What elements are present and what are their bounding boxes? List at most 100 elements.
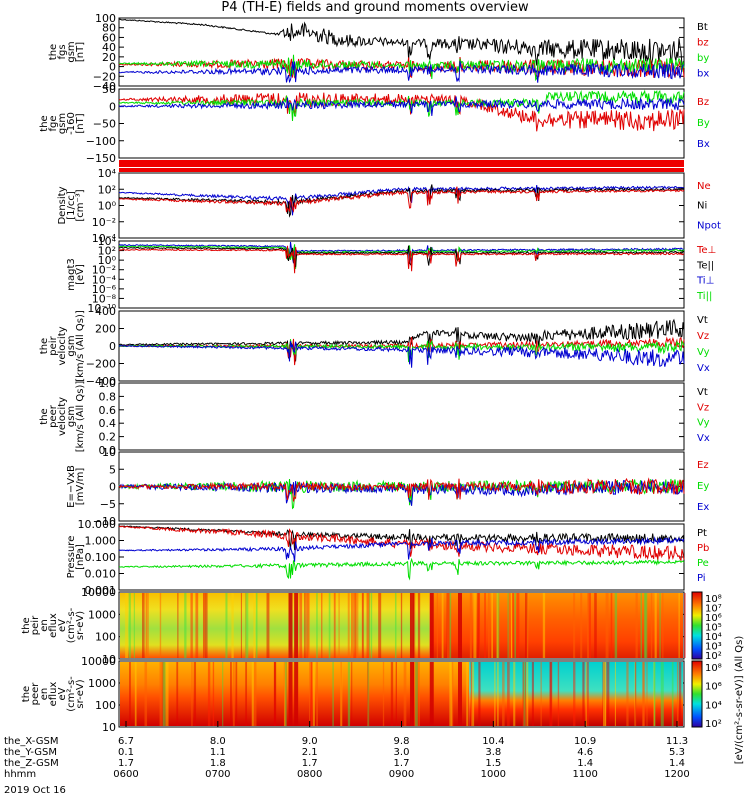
- legend-peir_v-Vz: Vz: [697, 331, 709, 342]
- spectrogram-streak: [165, 662, 169, 726]
- colorbar-peer-tick: 10⁶: [705, 682, 722, 693]
- spectrogram-streak: [308, 593, 310, 658]
- spectrogram-streak: [573, 593, 576, 658]
- spectrogram-streak: [333, 593, 336, 658]
- y-tick-label-fgs: 60: [102, 31, 116, 44]
- y-tick-label-peer_eflux: 10: [102, 721, 116, 734]
- y-axis-label-line: the: [39, 115, 50, 131]
- orbit-value: 6.7: [118, 736, 134, 747]
- y-axis-label-line: E=−VxB: [66, 465, 77, 508]
- spectrogram-streak: [497, 662, 499, 726]
- legend-fgs-Bt: Bt: [697, 22, 708, 33]
- spectrogram-streak: [580, 593, 583, 658]
- y-tick-label-dens: 10⁴: [98, 167, 117, 180]
- series-pressure-Pi: [118, 536, 685, 562]
- y-axis-label-line: [cm⁻³]: [75, 189, 86, 221]
- y-tick-label-peer_eflux: 1000: [88, 677, 116, 690]
- y-tick-label-efield: 10: [102, 446, 116, 459]
- y-tick-label-pressure: 0.001: [85, 584, 117, 597]
- spectrogram-streak: [274, 662, 276, 726]
- spectrogram-streak: [516, 593, 520, 658]
- legend-peer_v-Vy: Vy: [697, 418, 710, 429]
- legend-fgs-bx: bx: [697, 69, 709, 80]
- spectrogram-event: [288, 593, 293, 658]
- spectrogram-event: [294, 593, 299, 658]
- orbit-value: 1.7: [302, 758, 318, 769]
- series-dens-Npot: [118, 185, 685, 216]
- colorbar-peir-tick: 10²: [705, 651, 722, 662]
- spectrogram-streak: [557, 662, 560, 726]
- legend-peir_v-Vy: Vy: [697, 347, 710, 358]
- spectrogram-streak: [653, 662, 656, 726]
- spectrogram-streak: [362, 593, 364, 658]
- spectrogram-streak: [469, 593, 472, 658]
- spectrogram-streak: [671, 662, 674, 726]
- spectrogram-streak: [284, 662, 287, 726]
- spectrogram-streak: [159, 662, 163, 726]
- spectrogram-streak: [525, 593, 528, 658]
- spectrogram-streak: [414, 662, 416, 726]
- y-axis-label-line: (cm²-s-: [66, 607, 77, 643]
- spectrogram-streak: [587, 593, 589, 658]
- y-tick-label-pressure: 0.100: [85, 551, 117, 564]
- spectrogram-event: [429, 593, 434, 658]
- spectrogram-streak: [643, 593, 647, 658]
- spectrogram-streak: [508, 593, 511, 658]
- y-tick-label-efield: −10: [93, 515, 116, 528]
- y-axis-label-line: peir: [48, 335, 59, 355]
- spectrogram-streak: [436, 593, 438, 658]
- orbit-value: 0.1: [118, 747, 134, 758]
- spectrogram-streak: [394, 593, 397, 658]
- spectrogram-streak: [134, 662, 137, 726]
- orbit-value: 3.8: [485, 747, 501, 758]
- spectrogram-streak: [511, 593, 514, 658]
- panel-frame-dens: [118, 172, 685, 239]
- spectrogram-streak: [496, 593, 499, 658]
- spectrogram-streak: [642, 662, 646, 726]
- orbit-value: 2.1: [302, 747, 318, 758]
- spectrogram-streak: [370, 593, 373, 658]
- spectrogram-streak: [355, 593, 359, 658]
- series-fgs-by: [118, 54, 685, 82]
- spectrogram-streak: [133, 593, 135, 658]
- spectrogram-streak: [542, 593, 546, 658]
- colorbar-peer: [691, 660, 703, 728]
- orbit-row-label: hhmm: [4, 769, 36, 780]
- spectrogram-streak: [328, 593, 331, 658]
- spectrogram-streak: [395, 662, 397, 726]
- spectrogram-streak: [369, 593, 371, 658]
- spectrogram-streak: [540, 662, 542, 726]
- spectrogram-streak: [367, 662, 369, 726]
- y-tick-label-fgs: 20: [102, 51, 116, 64]
- spectrogram-streak: [184, 593, 187, 658]
- spectrogram-streak: [353, 593, 357, 658]
- y-tick-label-pressure: 10.000: [78, 518, 117, 531]
- spectrogram-streak: [678, 662, 682, 726]
- spectrogram-streak: [650, 593, 653, 658]
- spectrogram-streak: [309, 662, 311, 726]
- y-tick-label-efield: −5: [100, 498, 116, 511]
- spectrogram-streak: [514, 593, 516, 658]
- series-efield-Ey: [118, 478, 684, 510]
- spectrogram-streak: [507, 662, 510, 726]
- spectrogram-streak: [642, 662, 644, 726]
- orbit-value: 11.3: [666, 736, 688, 747]
- y-axis-label-line: the: [39, 338, 50, 354]
- orbit-value: 10.9: [574, 736, 596, 747]
- spectrogram-streak: [205, 593, 208, 658]
- orbit-row-label: the_X-GSM: [4, 736, 58, 747]
- spectrogram-streak: [588, 593, 591, 658]
- series-fgs-bx: [118, 60, 685, 84]
- y-tick-label-fge: 0: [109, 100, 116, 113]
- spectrogram-streak: [366, 593, 370, 658]
- y-axis-label-line: sr-eV): [75, 611, 86, 640]
- orbit-row-label: the_Z-GSM: [4, 758, 59, 769]
- colorbar-peir: [691, 591, 703, 660]
- spectrogram-streak: [144, 662, 148, 726]
- series-fge-Bx: [118, 96, 685, 116]
- legend-peir_v-Vx: Vx: [697, 363, 710, 374]
- spectrogram-streak: [510, 593, 513, 658]
- legend-peer_v-Vz: Vz: [697, 402, 709, 413]
- spectrogram-streak: [403, 662, 407, 726]
- spectrogram-streak: [191, 662, 193, 726]
